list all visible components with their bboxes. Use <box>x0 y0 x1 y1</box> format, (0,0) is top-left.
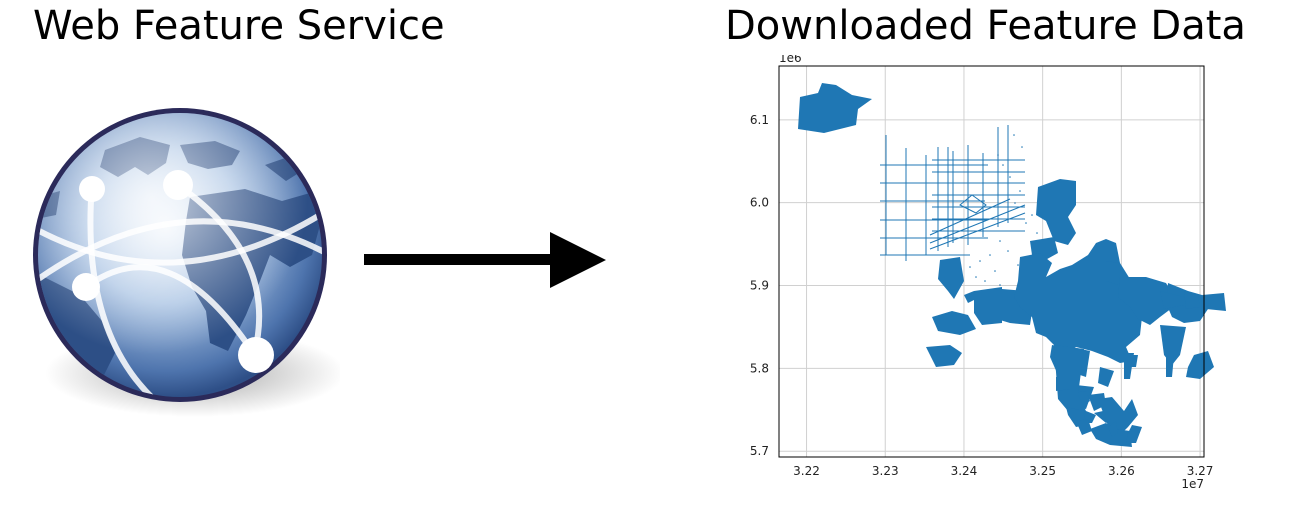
polygon-features <box>798 83 1226 447</box>
feature-data-plot: 3.22 3.23 3.24 3.25 3.26 3.276.16.05.95.85.7 … <box>750 55 1226 491</box>
downloaded-data-title: Downloaded Feature Data <box>725 3 1246 49</box>
x-tick-label: 3.27 <box>1187 464 1214 478</box>
x-axis-offset-label: 1e7 <box>1181 477 1204 491</box>
x-tick-label: 3.25 <box>1029 464 1056 478</box>
x-tick-label: 3.23 <box>872 464 899 478</box>
feature-geometries <box>798 83 1226 447</box>
wfs-title: Web Feature Service <box>33 3 445 49</box>
x-tick-label: 3.22 <box>793 464 820 478</box>
x-tick-label: 3.26 <box>1108 464 1135 478</box>
x-tick-label: 3.24 <box>951 464 978 478</box>
globe-network-icon <box>33 108 340 417</box>
axis-ticks: 3.22 3.23 3.24 3.25 3.26 3.27 6.1 6.0 5.9 5.8 5.7 <box>750 113 1214 478</box>
y-tick-label: 5.9 <box>750 279 769 293</box>
y-axis-offset-label: 1e6 <box>779 55 802 65</box>
y-tick-label: 5.8 <box>750 361 769 375</box>
y-tick-label: 5.7 <box>750 444 769 458</box>
plot-frame <box>778 65 1205 458</box>
y-tick-label: 6.1 <box>750 113 769 127</box>
arrow-right-icon <box>364 232 606 288</box>
line-features <box>880 125 1026 261</box>
y-tick-label: 6.0 <box>750 196 769 210</box>
